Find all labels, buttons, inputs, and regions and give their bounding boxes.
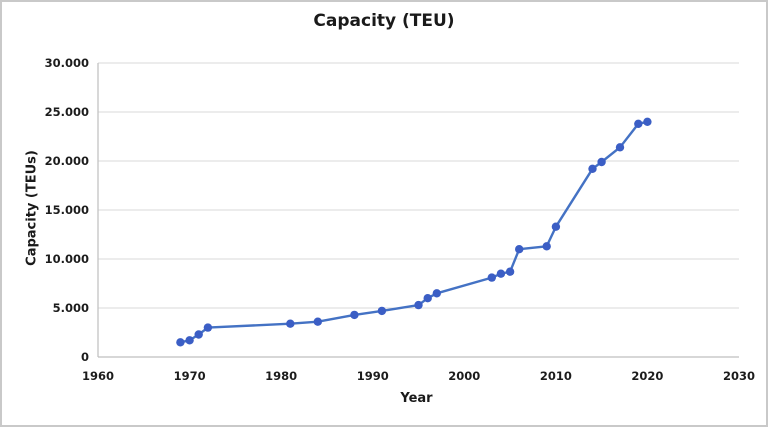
data-point-1969 bbox=[176, 338, 185, 347]
data-point-2020 bbox=[643, 117, 652, 127]
data-point-1995 bbox=[414, 300, 423, 310]
data-point-1996 bbox=[423, 294, 432, 303]
data-point-1997 bbox=[432, 289, 441, 298]
data-point-2010 bbox=[551, 222, 561, 231]
x-tick-label: 1960 bbox=[82, 369, 114, 383]
x-axis-title: Year bbox=[400, 391, 433, 406]
chart-title: Capacity (TEU) bbox=[313, 11, 455, 31]
y-tick-label: 15.000 bbox=[45, 203, 89, 217]
data-point-2019 bbox=[634, 119, 643, 128]
capacity-series-line bbox=[179, 120, 649, 344]
y-tick-label: 0 bbox=[81, 350, 89, 364]
data-point-2009 bbox=[542, 242, 551, 251]
data-point-2004 bbox=[496, 269, 506, 278]
x-tick-label: 1970 bbox=[174, 369, 206, 383]
y-tick-label: 20.000 bbox=[45, 154, 89, 168]
y-tick-label: 30.000 bbox=[45, 56, 89, 70]
data-point-1984 bbox=[313, 317, 322, 326]
data-point-2017 bbox=[615, 143, 625, 152]
x-tick-label: 2010 bbox=[540, 369, 572, 383]
x-tick-label: 1990 bbox=[357, 369, 389, 383]
data-point-1981 bbox=[286, 319, 295, 328]
x-tick-label: 2000 bbox=[448, 369, 480, 383]
data-point-2003 bbox=[487, 273, 496, 282]
data-point-2005 bbox=[505, 267, 515, 276]
data-point-2015 bbox=[597, 157, 606, 167]
data-point-1971 bbox=[194, 330, 203, 339]
data-point-2014 bbox=[588, 164, 597, 173]
y-tick-label: 25.000 bbox=[45, 105, 89, 119]
y-tick-label: 5.000 bbox=[53, 301, 89, 315]
y-tick-label: 10.000 bbox=[45, 252, 89, 266]
data-point-1972 bbox=[203, 323, 213, 332]
x-tick-label: 2030 bbox=[723, 369, 755, 383]
x-tick-label: 1980 bbox=[265, 369, 297, 383]
data-point-1970 bbox=[185, 336, 194, 345]
data-point-1988 bbox=[350, 310, 359, 320]
x-tick-label: 2020 bbox=[631, 369, 663, 383]
data-point-2006 bbox=[515, 245, 524, 254]
data-point-1991 bbox=[377, 306, 387, 316]
